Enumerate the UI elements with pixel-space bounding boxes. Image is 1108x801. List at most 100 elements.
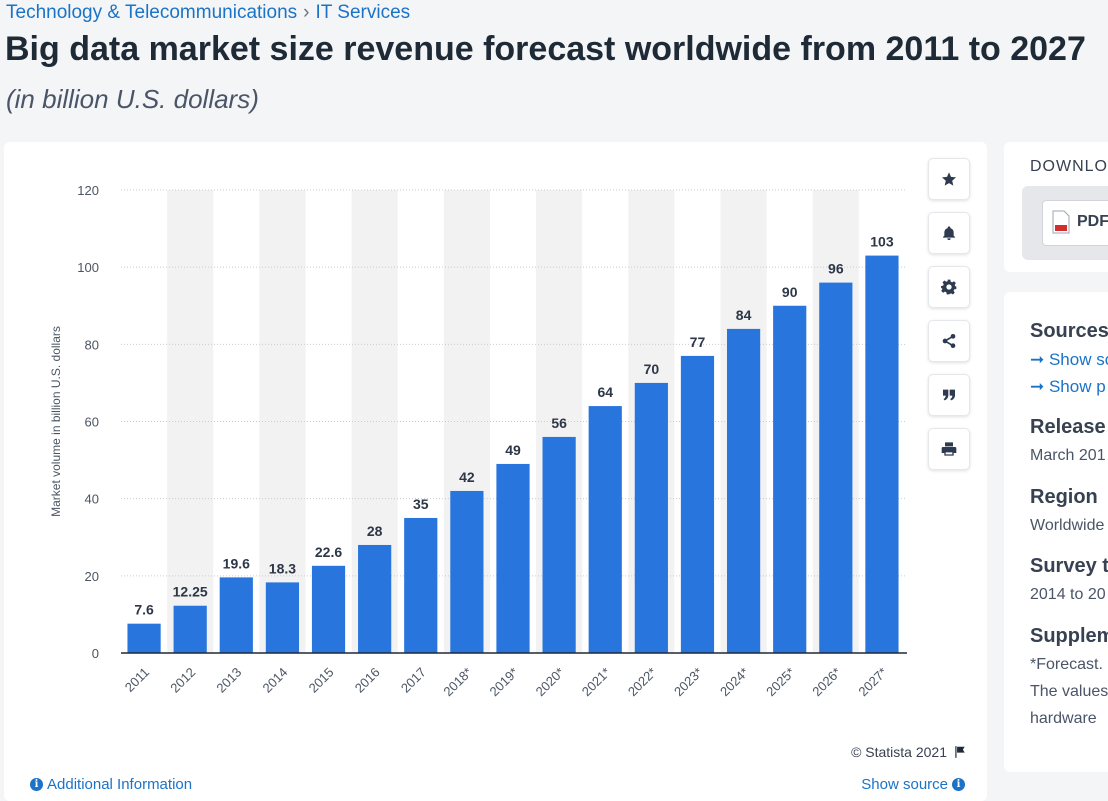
download-heading: DOWNLO — [1030, 158, 1108, 175]
x-tick-label: 2023* — [671, 665, 706, 700]
survey-time-value: 2014 to 20 — [1030, 586, 1106, 603]
x-tick-label: 2018* — [440, 665, 475, 700]
cite-button[interactable] — [928, 374, 970, 416]
release-date-value: March 201 — [1030, 447, 1106, 464]
pdf-label: PDF — [1077, 213, 1108, 230]
bar — [634, 382, 668, 653]
bar — [219, 577, 253, 653]
x-tick-label: 2017 — [398, 665, 429, 696]
y-tick-label: 120 — [77, 183, 99, 198]
show-sources-link[interactable]: ➞ Show sc — [1030, 350, 1108, 369]
bar — [450, 490, 484, 653]
y-tick-label: 0 — [92, 646, 99, 661]
chart-card: 0 20 40 60 80 100 120 Market volume in billion … — [4, 142, 987, 801]
pdf-file-icon — [1052, 210, 1070, 234]
data-label: 22.6 — [315, 544, 342, 560]
supplementary-notes-line: hardware — [1030, 710, 1097, 727]
x-tick-label: 2019* — [486, 665, 521, 700]
y-tick-label: 100 — [77, 260, 99, 275]
y-tick-label: 80 — [85, 337, 99, 352]
data-label: 19.6 — [223, 555, 250, 571]
x-tick-label: 2024* — [717, 665, 752, 700]
page-title: Big data market size revenue forecast wo… — [5, 30, 1086, 68]
bell-icon — [943, 226, 955, 240]
data-label: 56 — [551, 415, 567, 431]
download-card: DOWNLO PDF — [1004, 142, 1108, 272]
notification-button[interactable] — [928, 212, 970, 254]
x-tick-label: 2025* — [763, 665, 798, 700]
sources-heading: Sources — [1030, 320, 1108, 342]
breadcrumb-separator: › — [303, 2, 310, 23]
x-tick-label: 2020* — [533, 665, 568, 700]
breadcrumb: Technology & Telecommunications › IT Servi… — [6, 2, 410, 24]
favorite-button[interactable] — [928, 158, 970, 200]
bar — [358, 544, 392, 653]
breadcrumb-category-link[interactable]: Technology & Telecommunications — [6, 2, 298, 23]
print-button[interactable] — [928, 428, 970, 470]
x-tick-label: 2022* — [625, 665, 660, 700]
pdf-download-button[interactable]: PDF — [1042, 200, 1108, 246]
info-icon: i — [952, 778, 965, 791]
bar — [127, 623, 161, 653]
data-label: 103 — [870, 234, 894, 250]
data-label: 12.25 — [173, 584, 208, 600]
statistic-details-card: Sources ➞ Show sc ➞ Show p Release d Mar… — [1004, 292, 1108, 772]
x-tick-label: 2012 — [167, 665, 198, 696]
x-tick-label: 2014 — [259, 665, 290, 696]
bar — [819, 282, 853, 653]
data-label: 35 — [413, 496, 429, 512]
supplementary-notes-heading: Supplem — [1030, 625, 1108, 647]
x-tick-label: 2011 — [122, 665, 152, 695]
breadcrumb-subcategory-link[interactable]: IT Services — [315, 2, 411, 23]
bar — [726, 328, 761, 653]
background-band — [259, 190, 306, 653]
bar — [265, 582, 300, 653]
x-tick-label: 2016 — [352, 665, 383, 696]
x-tick-label: 2015 — [306, 665, 337, 696]
data-label: 28 — [367, 523, 383, 539]
page-subtitle: (in billion U.S. dollars) — [6, 84, 259, 114]
bar — [496, 463, 530, 653]
data-label: 77 — [690, 334, 706, 350]
supplementary-notes-line: *Forecast. — [1030, 656, 1103, 673]
bar — [173, 605, 207, 653]
copyright-text: © Statista 2021 — [851, 744, 947, 760]
info-icon: i — [30, 778, 43, 791]
gear-icon — [941, 279, 957, 295]
flag-icon[interactable] — [953, 745, 967, 759]
settings-button[interactable] — [928, 266, 970, 308]
share-icon — [942, 334, 956, 348]
bar — [404, 517, 438, 653]
y-tick-label: 20 — [85, 569, 99, 584]
show-source-link[interactable]: Show source i — [861, 776, 965, 793]
chart-toolbar — [928, 158, 970, 482]
star-icon — [942, 172, 956, 186]
additional-information-link[interactable]: i Additional Information — [30, 776, 192, 793]
region-value: Worldwide — [1030, 517, 1105, 534]
download-options: PDF — [1022, 186, 1108, 260]
additional-information-label: Additional Information — [47, 776, 193, 793]
data-label: 70 — [644, 361, 660, 377]
copyright-notice: © Statista 2021 — [851, 744, 967, 760]
data-label: 64 — [597, 384, 613, 400]
bar — [865, 255, 899, 653]
bar — [588, 406, 622, 653]
survey-time-heading: Survey ti — [1030, 555, 1108, 577]
show-source-label: Show source — [861, 776, 948, 793]
x-tick-label: 2026* — [809, 665, 844, 700]
x-tick-label: 2021* — [579, 665, 614, 700]
quote-icon — [943, 389, 955, 401]
share-button[interactable] — [928, 320, 970, 362]
y-tick-label: 40 — [85, 492, 99, 507]
bar-chart: 0 20 40 60 80 100 120 Market volume in billion … — [49, 183, 907, 700]
data-label: 96 — [828, 261, 844, 277]
bar — [773, 305, 807, 653]
supplementary-notes-line: The values — [1030, 683, 1108, 700]
data-label: 42 — [459, 469, 475, 485]
x-tick-label: 2027* — [855, 665, 890, 700]
release-date-heading: Release d — [1030, 416, 1108, 438]
show-publisher-link[interactable]: ➞ Show p — [1030, 377, 1106, 396]
region-heading: Region — [1030, 486, 1098, 508]
bar — [542, 436, 576, 653]
data-label: 18.3 — [269, 560, 296, 576]
